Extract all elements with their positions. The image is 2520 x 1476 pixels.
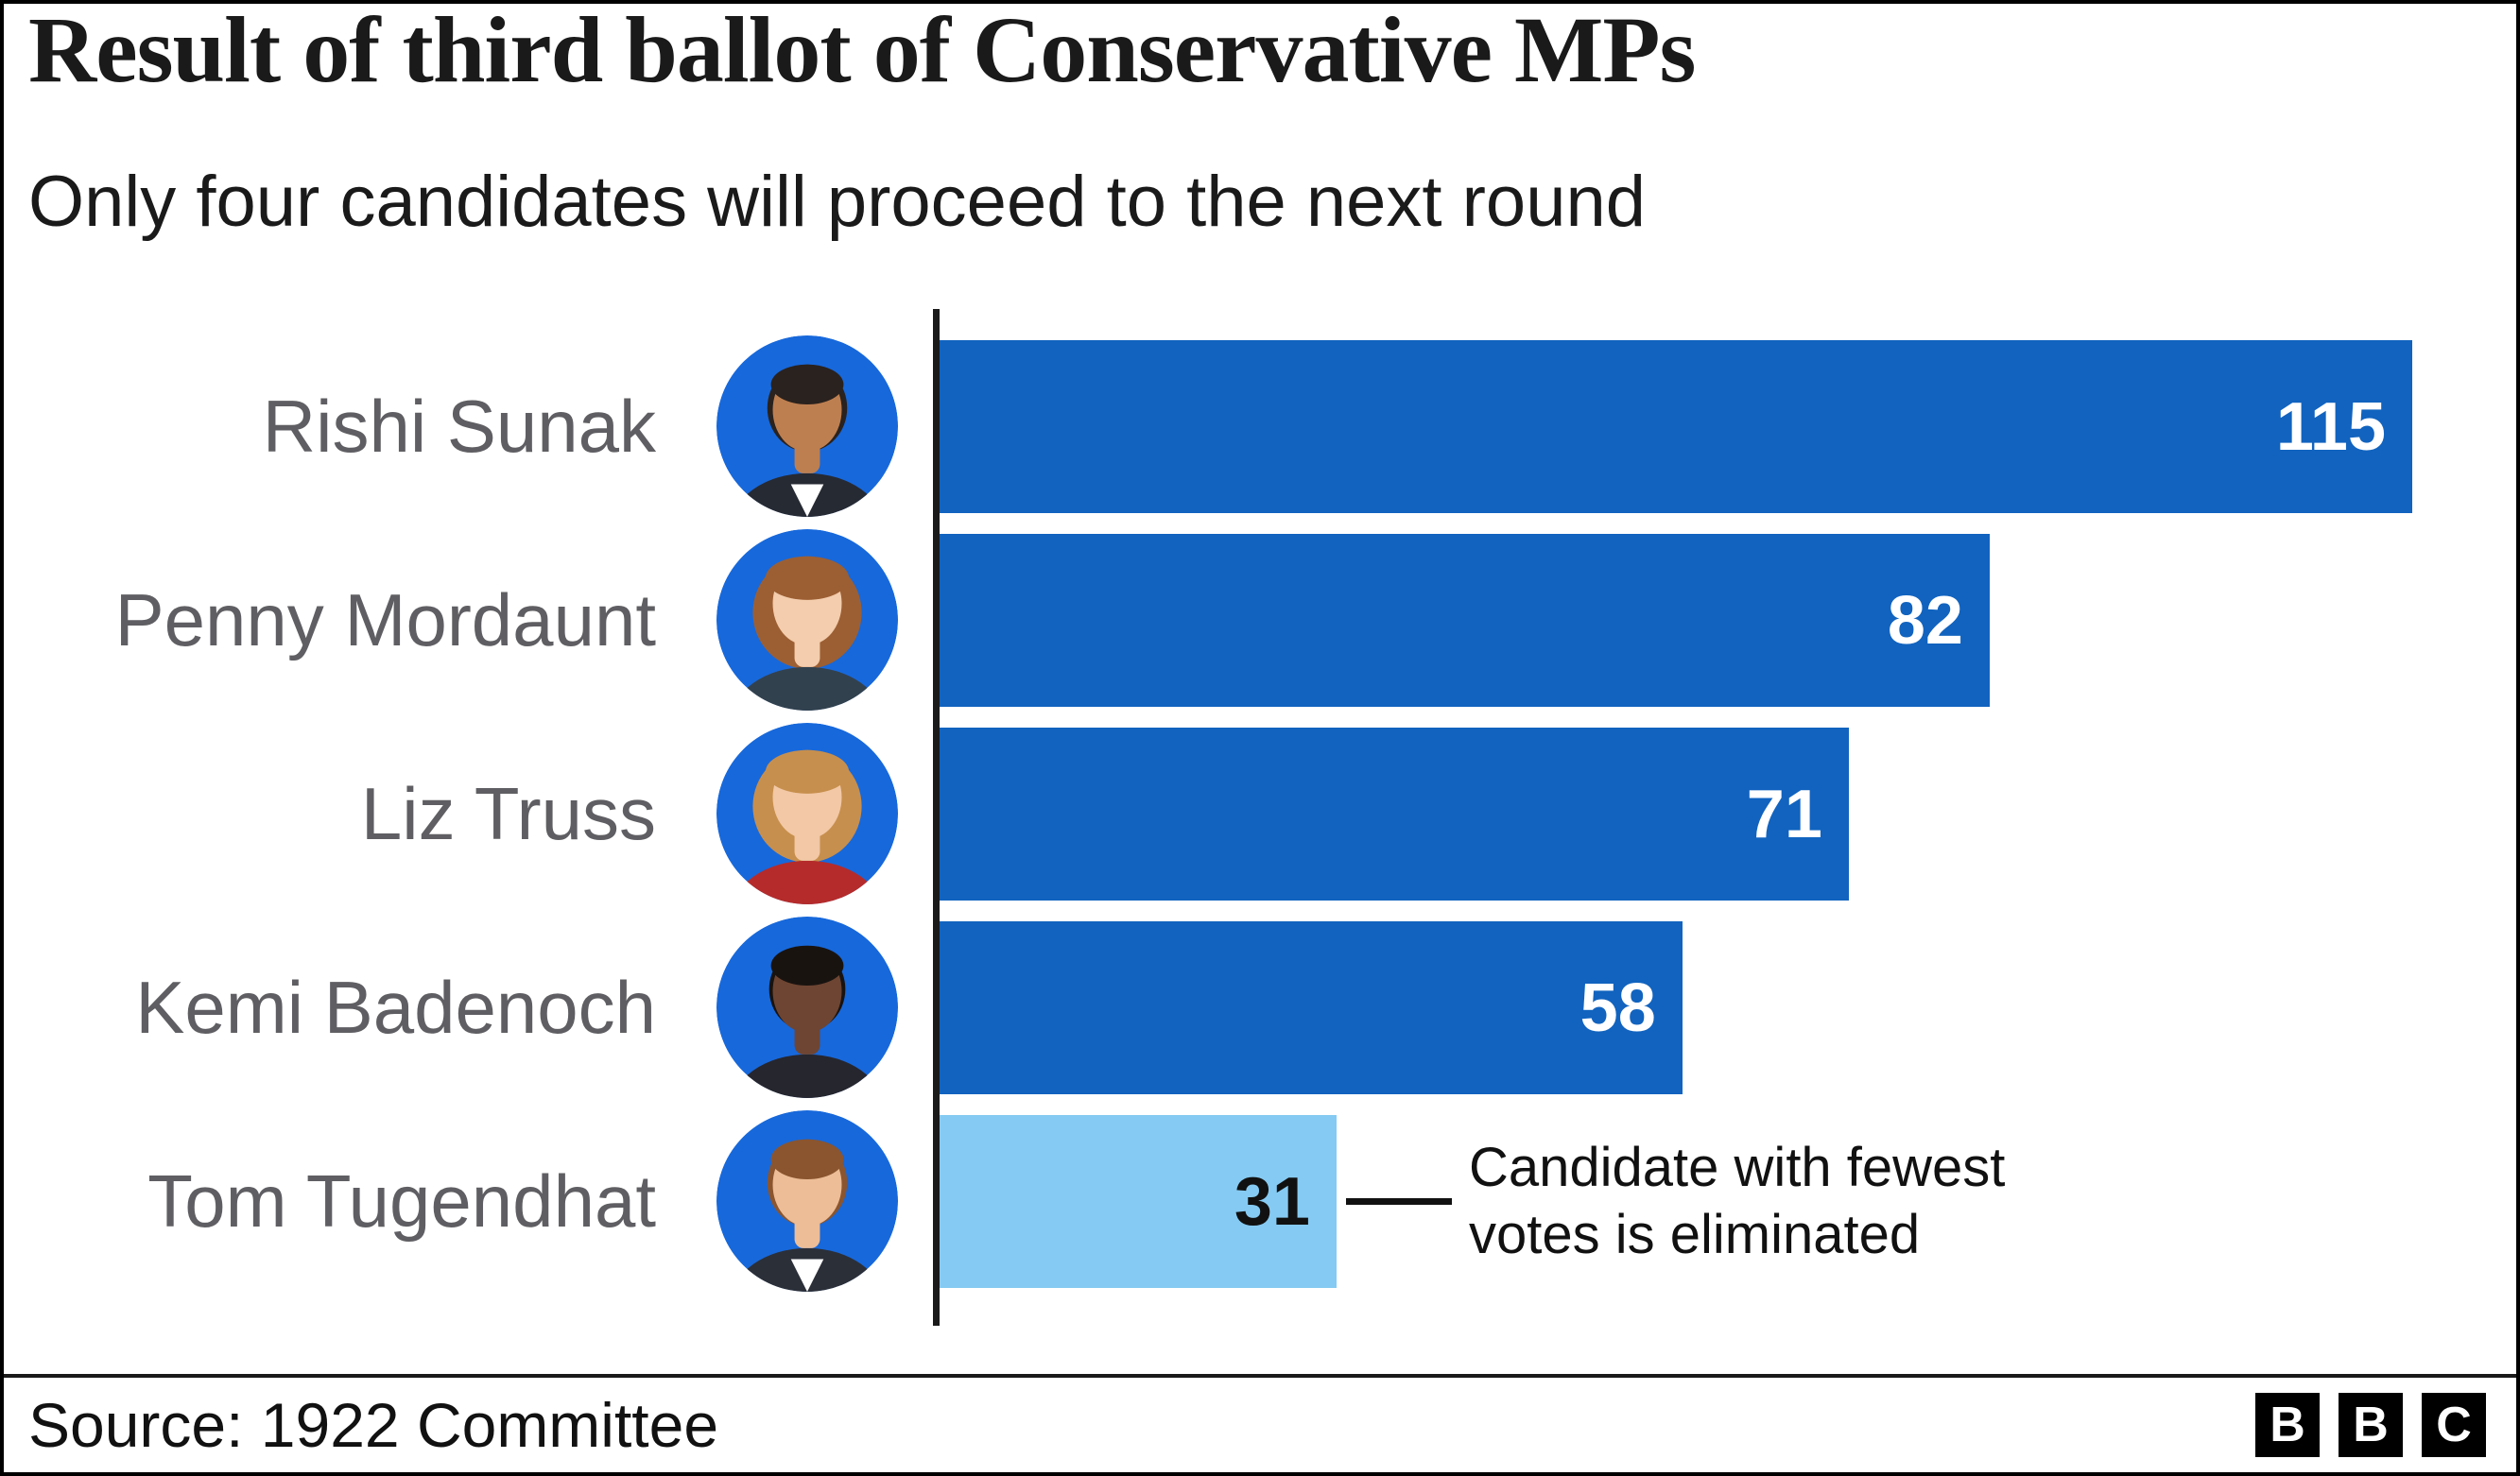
page-title: Result of third ballot of Conservative M… (28, 0, 1696, 102)
annotation-connector-line (1346, 1198, 1452, 1205)
source-label: Source: 1922 Committee (28, 1390, 719, 1460)
vote-bar-penny-mordaunt: 82 (940, 534, 1990, 707)
avatar-hair-top (765, 749, 850, 794)
page-subtitle: Only four candidates will proceed to the… (28, 162, 1647, 242)
vote-count-label: 58 (1579, 970, 1656, 1046)
bbc-logo-block-b1: B (2255, 1393, 2320, 1457)
avatar-tom-tugendhat (716, 1110, 898, 1292)
avatar-shoulders (733, 1054, 882, 1098)
vote-count-label: 71 (1746, 776, 1822, 852)
avatar-rishi-sunak (716, 335, 898, 517)
candidate-name-liz-truss: Liz Truss (360, 772, 656, 855)
candidate-name-rishi-sunak: Rishi Sunak (262, 385, 656, 468)
candidate-name-kemi-badenoch: Kemi Badenoch (135, 966, 656, 1049)
chart-row-penny-mordaunt: Penny Mordaunt 82 (4, 529, 2516, 711)
bbc-logo-block-b2: B (2339, 1393, 2403, 1457)
avatar-kemi-badenoch (716, 917, 898, 1098)
avatar-portrait-icon (716, 335, 898, 517)
bbc-logo-block-c: C (2422, 1393, 2486, 1457)
avatar-shirt (790, 484, 824, 517)
bar-area: 115 (940, 340, 2412, 513)
avatar-liz-truss (716, 723, 898, 904)
vote-bar-kemi-badenoch: 58 (940, 921, 1683, 1094)
avatar-hair-top (765, 556, 850, 600)
bar-chart: Rishi Sunak 115 Penny Mordaunt (4, 4, 2516, 1472)
annotation: Candidate with fewest votes is eliminate… (1346, 1115, 2005, 1288)
avatar-hair-top (770, 945, 844, 986)
bar-area: 82 (940, 534, 2412, 707)
chart-row-kemi-badenoch: Kemi Badenoch 58 (4, 917, 2516, 1098)
avatar-hair-top (770, 364, 844, 404)
avatar-portrait-icon (716, 917, 898, 1098)
footer: Source: 1922 Committee B B C (4, 1374, 2516, 1472)
vote-count-label: 31 (1234, 1163, 1310, 1240)
vote-bar-tom-tugendhat: 31 (940, 1115, 1337, 1288)
avatar-shirt (790, 1259, 824, 1292)
chart-row-rishi-sunak: Rishi Sunak 115 (4, 335, 2516, 517)
vote-bar-rishi-sunak: 115 (940, 340, 2412, 513)
avatar-portrait-icon (716, 723, 898, 904)
bbc-logo: B B C (2255, 1393, 2486, 1457)
avatar-portrait-icon (716, 529, 898, 711)
vote-bar-liz-truss: 71 (940, 728, 1849, 901)
bar-area: 58 (940, 921, 2412, 1094)
vote-count-label: 115 (2275, 388, 2386, 465)
avatar-hair-top (770, 1139, 844, 1179)
axis-line (933, 309, 940, 1326)
bar-area: 31 (940, 1115, 2412, 1288)
chart-row-tom-tugendhat: Tom Tugendhat 31 (4, 1110, 2516, 1292)
bar-area: 71 (940, 728, 2412, 901)
candidate-name-tom-tugendhat: Tom Tugendhat (147, 1159, 656, 1243)
avatar-penny-mordaunt (716, 529, 898, 711)
vote-count-label: 82 (1887, 582, 1963, 659)
chart-row-liz-truss: Liz Truss 71 (4, 723, 2516, 904)
avatar-portrait-icon (716, 1110, 898, 1292)
annotation-label: Candidate with fewest votes is eliminate… (1469, 1136, 2006, 1265)
avatar-shoulders (733, 860, 882, 904)
avatar-shoulders (733, 666, 882, 711)
candidate-name-penny-mordaunt: Penny Mordaunt (114, 578, 656, 661)
